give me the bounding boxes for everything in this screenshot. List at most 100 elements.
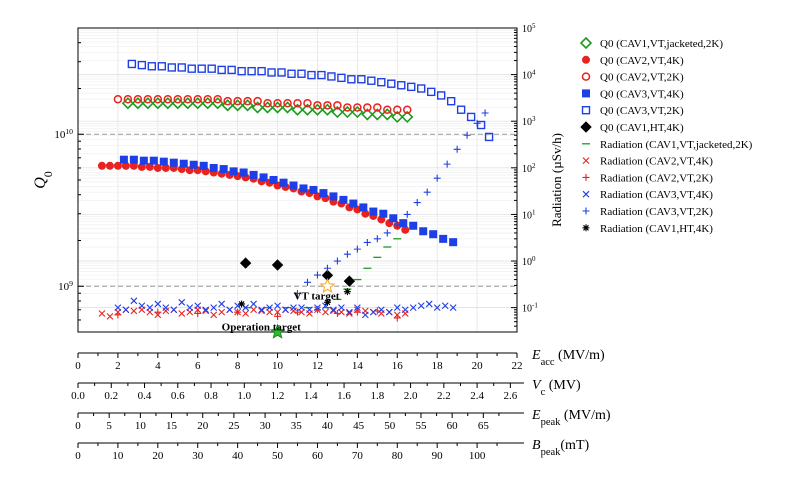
data-point: [582, 207, 590, 215]
data-point: [219, 165, 228, 174]
data-point: [153, 163, 162, 172]
data-point: [273, 98, 282, 108]
x-axis-tick-label: 0: [75, 360, 81, 372]
data-point: [218, 300, 226, 308]
legend-label: Radiation (CAV2,VT,2K): [600, 172, 713, 184]
data-point: [149, 156, 158, 165]
data-point: [333, 101, 342, 110]
data-point: [301, 103, 314, 116]
x-axis-tick-label: 0.4: [138, 390, 152, 402]
data-point: [290, 307, 297, 315]
x-axis-tick-label: 1.4: [304, 390, 318, 402]
legend-label: Q0 (CAV1,VT,jacketed,2K): [600, 38, 723, 50]
x-axis-label: Epeak (MV/m): [531, 408, 611, 428]
legend: Q0 (CAV1,VT,jacketed,2K) Q0 (CAV2,VT,4K) Q…: [579, 36, 753, 235]
data-point: [446, 96, 456, 106]
x-axis-tick-label: 0.0: [71, 390, 85, 402]
data-point: [229, 167, 238, 176]
data-point: [162, 307, 170, 315]
x-axis-tick-label: 8: [235, 360, 241, 372]
x-axis-tick-label: 10: [135, 420, 147, 432]
data-point: [294, 308, 301, 316]
data-point: [389, 214, 398, 223]
operation-target-star: [269, 323, 286, 339]
right-axis-tick-label: 103: [522, 115, 536, 128]
data-point: [309, 185, 318, 194]
data-point: [189, 160, 198, 169]
x-axis-tick-label: 0: [75, 420, 81, 432]
data-point: [329, 192, 338, 201]
data-point: [393, 314, 401, 322]
data-point: [161, 163, 170, 172]
data-point: [106, 312, 114, 320]
right-axis-label: Radiation (µSv/h): [549, 133, 564, 227]
data-point: [247, 66, 256, 76]
x-axis-tick-label: 14: [352, 360, 364, 372]
data-point: [277, 68, 286, 77]
data-point: [274, 312, 282, 320]
data-point: [227, 65, 236, 75]
data-point: [119, 155, 128, 164]
data-point: [433, 174, 441, 182]
data-point: [379, 209, 388, 218]
data-point: [353, 103, 362, 112]
data-point: [153, 94, 163, 104]
data-point: [417, 84, 426, 93]
series-q0-cav2-vt-4k-: [113, 94, 412, 114]
right-axis-tick-label: 102: [522, 162, 536, 175]
x-axis-tick-label: 2.2: [437, 390, 451, 402]
data-point: [417, 302, 425, 310]
data-point: [257, 66, 266, 76]
series-q0-cav1-ht-4k-: [239, 257, 356, 287]
data-point: [333, 257, 341, 265]
annotation-label: Operation target: [222, 322, 301, 334]
data-point: [249, 170, 258, 179]
data-point: [121, 161, 130, 170]
data-point: [361, 209, 370, 218]
data-point: [123, 94, 133, 104]
data-point: [250, 300, 257, 308]
x-axis-tick-label: 1.2: [271, 390, 285, 402]
x-axis-tick-label: 35: [291, 420, 303, 432]
data-point: [178, 298, 186, 306]
data-point: [259, 173, 268, 182]
data-point: [314, 304, 321, 312]
data-point: [579, 36, 593, 50]
data-point: [138, 302, 146, 310]
data-point: [401, 225, 410, 234]
series-q0-cav3-vt-4k-: [119, 155, 458, 247]
data-point: [133, 94, 143, 104]
data-point: [353, 308, 361, 316]
data-point: [476, 120, 486, 130]
data-point: [218, 308, 226, 316]
data-point: [105, 161, 114, 170]
x-axis-tick-label: 18: [432, 360, 444, 372]
data-point: [297, 69, 306, 78]
data-point: [323, 298, 331, 306]
data-point: [436, 91, 446, 100]
data-point: [267, 68, 276, 77]
data-point: [226, 306, 234, 314]
data-point: [377, 306, 385, 314]
data-point: [323, 101, 332, 110]
right-axis-tick-label: 105: [522, 22, 536, 35]
data-point: [337, 73, 346, 83]
data-point: [303, 98, 312, 108]
data-point: [127, 59, 137, 69]
data-point: [294, 290, 301, 298]
x-axis-tick-label: 25: [228, 420, 240, 432]
data-point: [423, 188, 431, 196]
data-point: [484, 132, 494, 142]
data-point: [582, 224, 590, 232]
x-axis-tick-label: 1.6: [337, 390, 351, 402]
data-point: [361, 108, 374, 121]
data-point: [581, 105, 591, 115]
vt-target-star: [319, 277, 336, 293]
x-axis-tick-label: 1.0: [237, 390, 251, 402]
data-point: [317, 70, 326, 80]
x-axis-tick-label: 30: [192, 450, 204, 462]
annotation-label: VT target: [294, 290, 340, 302]
data-point: [202, 307, 210, 315]
data-point: [403, 210, 411, 218]
data-point: [313, 101, 322, 110]
